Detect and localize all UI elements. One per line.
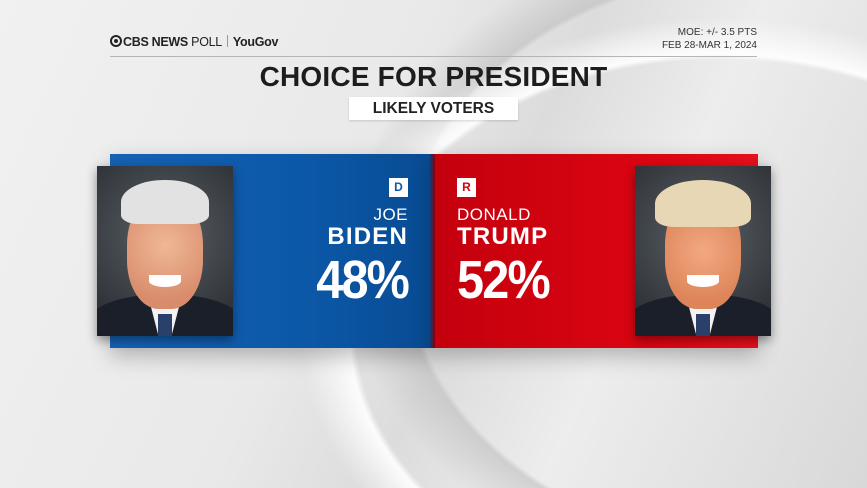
page-title: CHOICE FOR PRESIDENT — [259, 61, 608, 92]
brand-suffix: POLL — [191, 35, 222, 49]
candidate-first-name: JOE — [373, 205, 408, 224]
subtitle-badge: LIKELY VOTERS — [349, 97, 518, 120]
candidate-last-name: TRUMP — [457, 223, 549, 250]
candidate-last-name: BIDEN — [327, 223, 408, 250]
biden-photo — [97, 166, 233, 336]
candidate-percentage: 48% — [316, 250, 410, 310]
poll-dates: FEB 28-MAR 1, 2024 — [661, 40, 757, 51]
brand: CBS NEWS — [123, 35, 188, 49]
candidate-trump: R DONALD TRUMP 52% — [457, 178, 559, 310]
logo-separator — [226, 35, 228, 47]
trump-photo — [635, 166, 771, 336]
party-badge-r: R — [457, 178, 476, 197]
header: CBS NEWS POLL YouGov MOE: +/- 3.5 PTS FEB… — [110, 27, 757, 57]
candidate-first-name: DONALD — [457, 205, 531, 224]
candidate-percentage: 52% — [457, 250, 551, 310]
partner-logo: YouGov — [232, 35, 279, 49]
margin-of-error: MOE: +/- 3.5 PTS — [677, 27, 757, 38]
poll-meta: MOE: +/- 3.5 PTS FEB 28-MAR 1, 2024 — [662, 26, 757, 52]
candidate-biden: D JOE BIDEN 48% — [306, 178, 410, 310]
party-badge-d: D — [389, 178, 408, 197]
cbs-eye-icon — [110, 35, 122, 47]
panel-divider — [430, 154, 435, 348]
cbs-news-poll-logo: CBS NEWS POLL YouGov — [110, 35, 278, 49]
